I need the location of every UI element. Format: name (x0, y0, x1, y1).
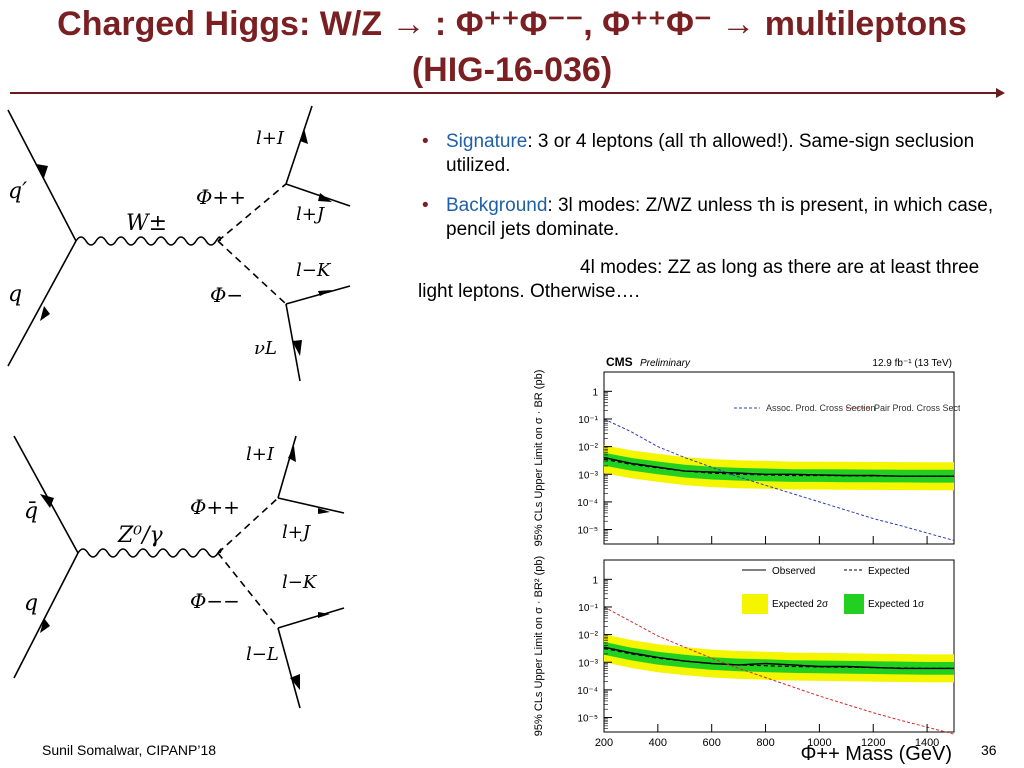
cms-label: CMS (606, 355, 633, 369)
x-tick-label: 1400 (915, 737, 939, 749)
legend-assoc: Assoc. Prod. Cross Section (766, 403, 876, 413)
pair-prod-cross-section-line (603, 606, 955, 735)
y-tick-label: 10⁻³ (578, 470, 598, 481)
y-tick-label: 10⁻⁴ (577, 498, 598, 509)
page-number: 36 (981, 742, 997, 758)
y-tick-label: 10⁻⁵ (577, 526, 598, 537)
label-nu-l: νL (254, 338, 277, 359)
bullet-dot: • (422, 195, 429, 216)
title-rule-arrowhead (996, 88, 1005, 98)
y-tick-label: 10⁻² (578, 631, 598, 642)
x-tick-label: 1200 (861, 737, 885, 749)
x-tick-label: 200 (595, 737, 613, 749)
y-tick-label: 10⁻¹ (578, 415, 598, 426)
lumi-label: 12.9 fb⁻¹ (13 TeV) (872, 358, 952, 369)
bullet-signature: • Signature: 3 or 4 leptons (all τh allo… (418, 130, 1013, 178)
label-l-i-2: l+I (246, 444, 275, 465)
label-l-j: l+J (296, 204, 326, 225)
legend-expected-2sigma: Expected 2σ (772, 599, 829, 610)
preliminary-label: Preliminary (640, 358, 691, 369)
signature-text: : 3 or 4 leptons (all τh allowed!). Same… (446, 131, 975, 176)
legend-observed: Observed (772, 566, 815, 577)
y-tick-label: 10⁻⁴ (577, 686, 598, 697)
ylabel-bottom: 95% CLs Upper Limit on σ · BR² (pb) (533, 556, 545, 736)
label-phi-mm: Φ−− (190, 589, 240, 613)
label-q-2: q (24, 591, 38, 616)
title-rule (10, 92, 1000, 94)
label-l-k-2: l−K (282, 572, 318, 593)
fourl-text: 4l modes: ZZ as long as there are at lea… (418, 257, 980, 302)
background-text: : 3l modes: Z/WZ unless τh is present, i… (446, 195, 994, 240)
observed-limit-line (603, 646, 954, 670)
label-phi-pp-2: Φ++ (190, 495, 240, 519)
y-tick-label: 1 (592, 387, 598, 398)
bullet-dot: • (422, 131, 429, 152)
x-tick-label: 800 (756, 737, 774, 749)
footer-author: Sunil Somalwar, CIPANP’18 (42, 742, 217, 758)
x-tick-label: 1000 (807, 737, 831, 749)
y-tick-label: 10⁻³ (578, 658, 598, 669)
legend-expected-1sigma: Expected 1σ (868, 599, 925, 610)
label-z-gamma: Z⁰/γ (117, 523, 164, 548)
y-tick-label: 10⁻² (578, 443, 598, 454)
signature-key: Signature (446, 131, 528, 152)
label-l-l-2: l−L (246, 644, 279, 665)
legend-pair: Pair Prod. Cross Section (874, 403, 960, 413)
y-tick-label: 10⁻¹ (578, 603, 598, 614)
label-q-bar: q̄ (24, 499, 38, 524)
assoc-prod-cross-section-line (603, 418, 955, 541)
bullet-background: • Background: 3l modes: Z/WZ unless τh i… (418, 194, 1013, 242)
observed-limit-line (603, 456, 954, 477)
label-q: q (8, 282, 22, 307)
label-l-j-2: l+J (282, 522, 312, 543)
x-tick-label: 600 (703, 737, 721, 749)
label-phi-m: Φ− (210, 283, 243, 307)
y-tick-label: 1 (592, 575, 598, 586)
fourl-modes-text: 4l modes: ZZ as long as there are at lea… (418, 256, 1013, 304)
label-w-boson: W± (126, 211, 167, 236)
feynman-diagram-z: q̄ q Z⁰/γ Φ++ Φ−− l+I l+J l−K l−L (13, 435, 345, 709)
cms-limit-plot: 1 10⁻¹ 10⁻² 10⁻³ 10⁻⁴ 10⁻⁵ 1 10⁻¹ 10⁻² 10⁻³ 10⁻⁴ 1… (520, 348, 960, 766)
y-tick-label: 10⁻⁵ (577, 714, 598, 725)
ylabel-top: 95% CLs Upper Limit on σ · BR (pb) (533, 370, 545, 547)
label-phi-pp: Φ++ (196, 185, 246, 209)
bullet-list: • Signature: 3 or 4 leptons (all τh allo… (418, 130, 1013, 304)
x-tick-label: 400 (649, 737, 667, 749)
x-axis-title: Φ++ Mass (GeV) (800, 743, 952, 765)
slide-title-line-2: (HIG-16-036) (411, 51, 613, 89)
legend-expected: Expected (868, 566, 910, 577)
slide-title-line-1: Charged Higgs: W/Z → : Φ⁺⁺Φ⁻⁻, Φ⁺⁺Φ⁻ → m… (57, 5, 967, 43)
label-l-i: l+I (256, 128, 285, 149)
label-l-k: l−K (296, 260, 332, 281)
background-key: Background (446, 195, 548, 216)
label-q-prime: q′ (8, 179, 27, 204)
feynman-diagram-w: q′ q W± Φ++ Φ− l+I l+J l−K νL (7, 105, 351, 382)
